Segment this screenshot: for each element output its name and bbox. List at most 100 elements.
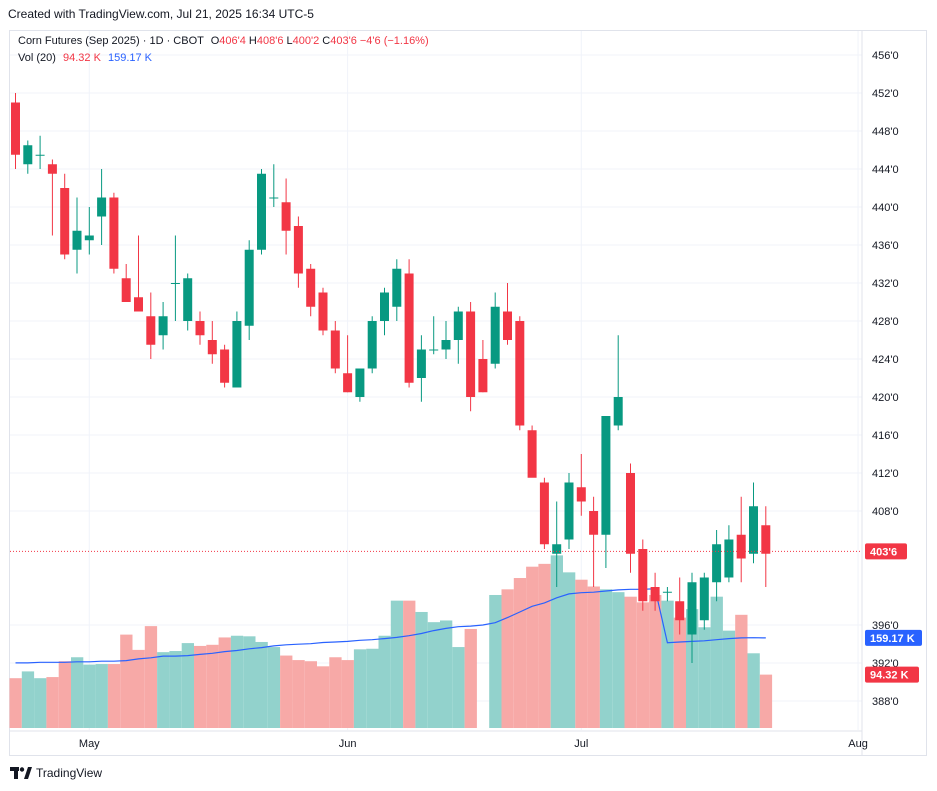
volume-bar — [329, 657, 342, 728]
candle — [638, 539, 648, 611]
candle — [662, 587, 672, 602]
candle-body — [626, 473, 635, 554]
volume-bar — [95, 664, 108, 728]
candle-body — [736, 534, 746, 559]
candle-body — [343, 373, 353, 393]
volume-bar — [587, 586, 600, 728]
price-tick-label: 436'0 — [872, 240, 899, 252]
vol-ma-tag-bg — [865, 629, 922, 646]
candle — [749, 482, 758, 564]
volume-bar — [563, 572, 576, 728]
volume-bar — [624, 596, 637, 728]
candle-body — [170, 283, 180, 284]
volume-bar — [341, 660, 354, 728]
candle — [453, 306, 463, 364]
vol-ma-tag: 159.17 K — [865, 629, 922, 646]
candle — [613, 335, 623, 431]
candle — [23, 140, 33, 174]
footer-brand[interactable]: TradingView — [10, 766, 102, 780]
candle — [552, 501, 562, 587]
price-tick-label: 412'0 — [872, 468, 899, 480]
candle — [564, 473, 574, 549]
time-tick-label: Jun — [339, 738, 357, 750]
volume-bar — [71, 657, 84, 728]
price-tick-label: 452'0 — [872, 88, 899, 100]
candle — [35, 135, 45, 169]
candle — [134, 235, 143, 312]
volume-bar — [107, 664, 121, 728]
vol-ma-tag-text: 159.17 K — [870, 633, 915, 645]
candle-body — [429, 349, 439, 351]
volume-bar — [120, 634, 133, 728]
price-chart[interactable]: 456'0 452'0 448'0 444'0 440'0 436'0 432'0 428'0… — [0, 0, 937, 760]
candle-body — [404, 273, 414, 383]
candle — [318, 287, 328, 336]
candles — [10, 93, 862, 663]
volume-bar — [132, 649, 145, 728]
candle — [293, 216, 303, 288]
candle — [306, 264, 316, 317]
volume-bar — [181, 643, 194, 728]
candle-body — [318, 292, 328, 331]
volume-bar — [612, 592, 625, 728]
candle-body — [515, 321, 525, 426]
candle — [158, 302, 168, 350]
volume-legend: Vol (20) 94.32 K 159.17 K — [18, 52, 152, 64]
candle-body — [712, 544, 722, 583]
candle-body — [121, 278, 131, 302]
price-tick-label: 396'0 — [872, 620, 899, 632]
candle-body — [232, 321, 242, 388]
candle — [392, 259, 402, 321]
candle — [761, 506, 771, 587]
candle-body — [23, 145, 33, 165]
candle — [244, 240, 254, 340]
vol-label[interactable]: Vol (20) — [18, 52, 56, 64]
volume-bar — [489, 594, 502, 728]
volume-bars — [9, 555, 773, 728]
created-with-header: Created with TradingView.com, Jul 21, 20… — [8, 7, 314, 21]
price-tick-label: 440'0 — [872, 202, 899, 214]
candle-body — [183, 278, 193, 321]
candle-body — [84, 235, 94, 241]
volume-bar — [304, 661, 317, 728]
candle-body — [158, 316, 168, 336]
close-value: 403'6 — [330, 35, 357, 47]
candle-body — [220, 349, 230, 383]
candle-body — [35, 154, 45, 156]
vol-ma-value: 159.17 K — [107, 52, 153, 64]
candle — [503, 283, 512, 345]
candle — [675, 577, 685, 635]
candle-body — [416, 349, 426, 378]
volume-bar — [9, 678, 22, 728]
volume-bar — [34, 678, 47, 728]
candle-body — [330, 330, 340, 369]
volume-bar — [144, 626, 158, 728]
candle — [724, 525, 734, 583]
candle-body — [613, 397, 623, 426]
volume-bar — [378, 635, 391, 728]
time-tick-label: May — [79, 738, 100, 750]
volume-bar — [353, 649, 367, 728]
candle-body — [195, 321, 205, 336]
price-tick-label: 444'0 — [872, 164, 899, 176]
candle-body — [306, 268, 316, 307]
price-tick-label: 432'0 — [872, 278, 899, 290]
last-price-tag: 403'6 — [865, 543, 907, 560]
volume-bar — [599, 589, 613, 728]
volume-bar — [686, 609, 699, 728]
symbol-title[interactable]: Corn Futures (Sep 2025) · 1D · CBOT — [18, 35, 204, 47]
candle-body — [564, 482, 574, 540]
candle-body — [109, 197, 119, 269]
candle — [97, 169, 107, 245]
candle — [170, 235, 180, 321]
candle — [515, 316, 525, 431]
candle — [195, 311, 205, 345]
volume-bar — [501, 589, 514, 728]
chart-frame[interactable] — [9, 30, 927, 756]
price-axis: 456'0 452'0 448'0 444'0 440'0 436'0 432'0 428'0… — [872, 50, 899, 708]
candle — [650, 572, 660, 611]
candle — [72, 197, 82, 274]
candle-body — [244, 249, 254, 326]
volume-bar — [440, 620, 453, 728]
candle-body — [539, 482, 549, 545]
